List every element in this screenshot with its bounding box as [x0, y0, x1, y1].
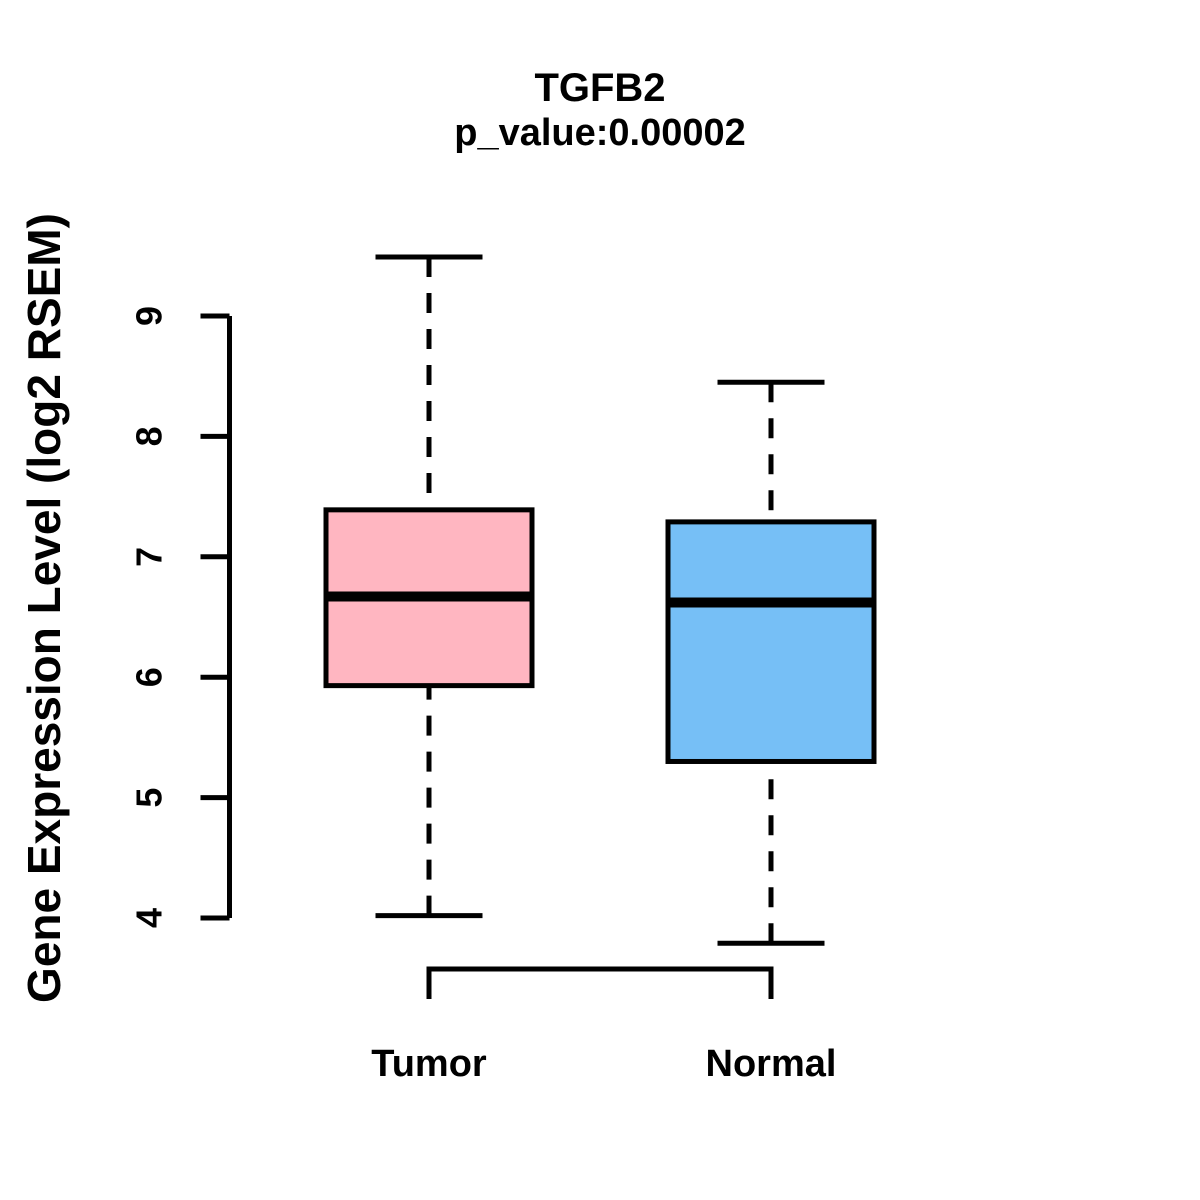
y-tick-label-5: 5	[129, 788, 170, 808]
chart-subtitle-pvalue: p_value:0.00002	[454, 112, 746, 154]
box-group-normal	[665, 379, 877, 946]
box-groups	[323, 254, 877, 946]
y-tick-label-4: 4	[129, 908, 170, 928]
y-tick-label-8: 8	[129, 426, 170, 446]
y-tick-label-6: 6	[129, 667, 170, 687]
x-category-label-normal: Normal	[706, 1043, 837, 1085]
x-axis: Tumor Normal	[371, 966, 837, 1085]
x-category-label-tumor: Tumor	[371, 1043, 487, 1085]
y-axis: 4 5 6 7 8 9	[129, 306, 232, 928]
normal-box	[665, 519, 877, 764]
y-tick-label-7: 7	[129, 547, 170, 567]
chart-title: TGFB2	[534, 66, 666, 110]
y-tick-label-9: 9	[129, 306, 170, 326]
box-group-tumor	[323, 254, 535, 919]
